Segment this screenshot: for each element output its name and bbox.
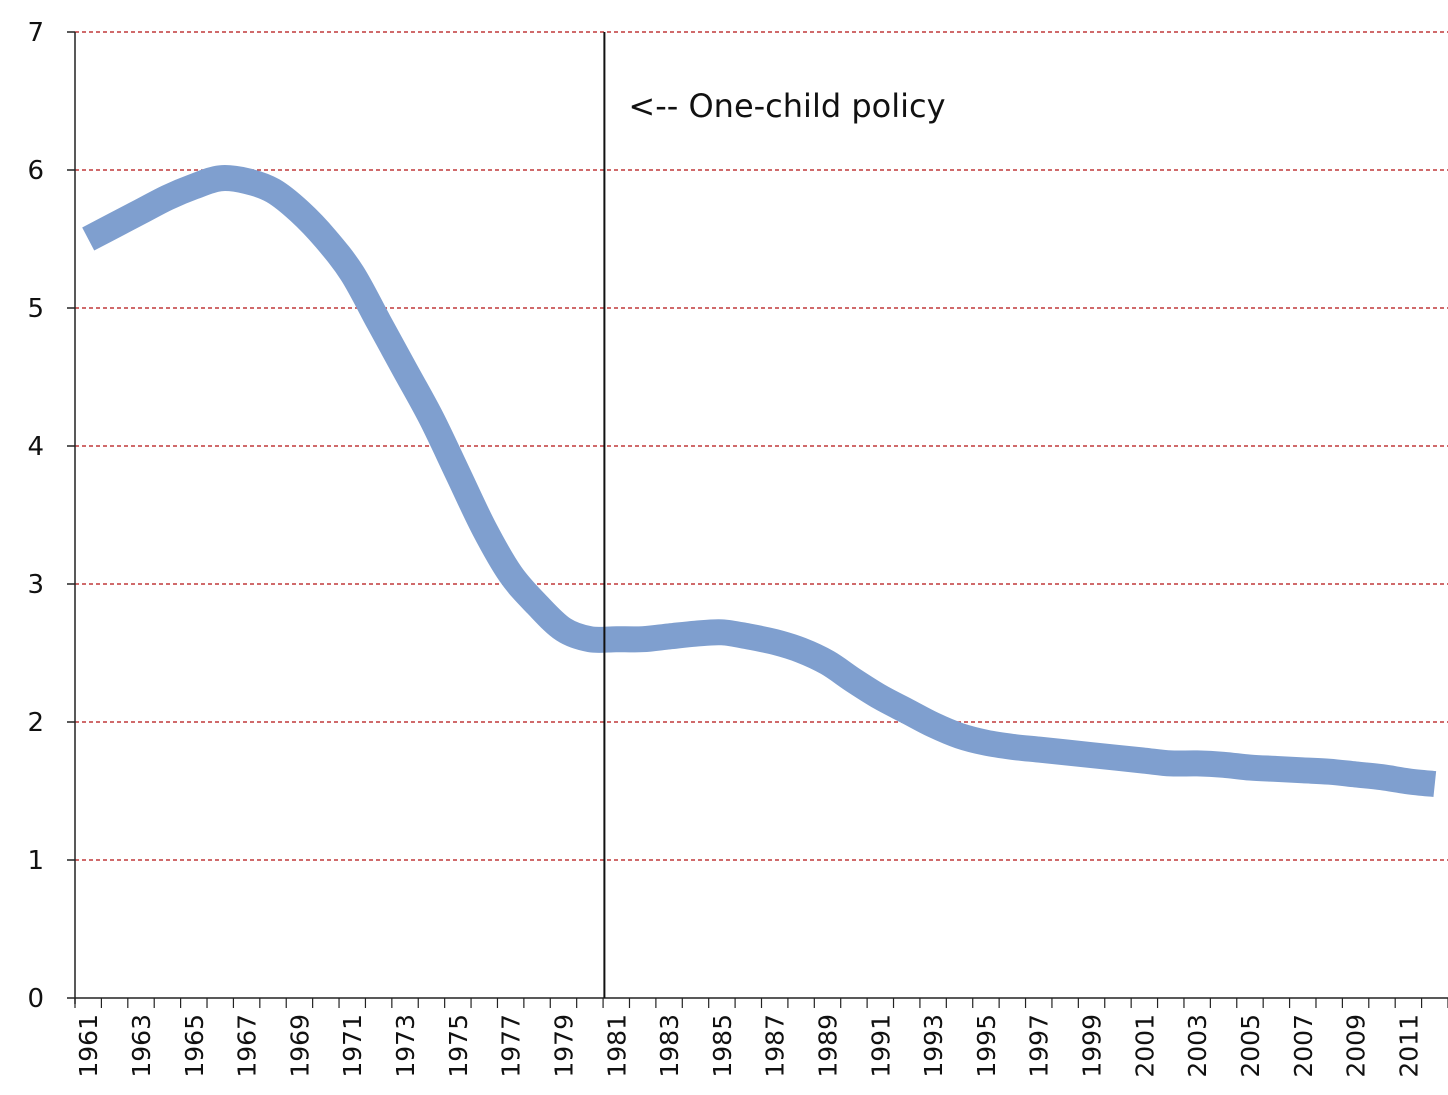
x-tick-label-2011: 2011 <box>1394 1014 1423 1078</box>
x-tick-label-1981: 1981 <box>602 1014 631 1078</box>
x-tick-label-1983: 1983 <box>655 1014 684 1078</box>
y-tick-label-4: 4 <box>27 432 44 462</box>
x-tick-label-2005: 2005 <box>1236 1014 1265 1078</box>
x-tick-label-1987: 1987 <box>761 1014 790 1078</box>
x-tick-label-2007: 2007 <box>1289 1014 1318 1078</box>
x-tick-label-1995: 1995 <box>972 1014 1001 1078</box>
x-tick-label-1993: 1993 <box>919 1014 948 1078</box>
y-tick-label-7: 7 <box>27 18 44 48</box>
y-tick-label-5: 5 <box>27 294 44 324</box>
x-tick-label-1971: 1971 <box>338 1014 367 1078</box>
x-tick-label-1975: 1975 <box>444 1014 473 1078</box>
x-tick-label-1989: 1989 <box>814 1014 843 1078</box>
x-tick-label-1967: 1967 <box>233 1014 262 1078</box>
x-tick-label-1991: 1991 <box>866 1014 895 1078</box>
gridlines <box>75 31 1448 861</box>
x-tick-label-1979: 1979 <box>549 1014 578 1078</box>
x-tick-label-1985: 1985 <box>708 1014 737 1078</box>
x-tick-label-2003: 2003 <box>1183 1014 1212 1078</box>
x-tick-label-2001: 2001 <box>1130 1014 1159 1078</box>
y-tick-label-2: 2 <box>27 708 44 738</box>
x-tick-label-1969: 1969 <box>285 1014 314 1078</box>
series-layer <box>82 165 1437 798</box>
policy-annotation-label: <-- One-child policy <box>628 87 945 125</box>
y-tick-label-6: 6 <box>27 156 44 186</box>
annotation-layer: <-- One-child policy <box>603 32 946 998</box>
x-tick-label-1973: 1973 <box>391 1014 420 1078</box>
x-tick-label-2009: 2009 <box>1342 1014 1371 1078</box>
y-tick-labels: 0 1 2 3 4 5 6 7 <box>27 18 44 1014</box>
series-line-0 <box>82 165 1437 798</box>
x-tick-label-1999: 1999 <box>1078 1014 1107 1078</box>
x-tick-label-1961: 1961 <box>74 1014 103 1078</box>
x-tick-label-1963: 1963 <box>127 1014 156 1078</box>
y-tick-label-1: 1 <box>27 846 44 876</box>
y-tick-label-0: 0 <box>27 984 44 1014</box>
x-tick-label-1997: 1997 <box>1025 1014 1054 1078</box>
x-tick-label-1965: 1965 <box>180 1014 209 1078</box>
y-tick-label-3: 3 <box>27 570 44 600</box>
x-tick-label-1977: 1977 <box>497 1014 526 1078</box>
x-ticks: 1961 1963 1965 1967 1969 1971 1973 1975 1977 1979… <box>74 998 1448 1078</box>
